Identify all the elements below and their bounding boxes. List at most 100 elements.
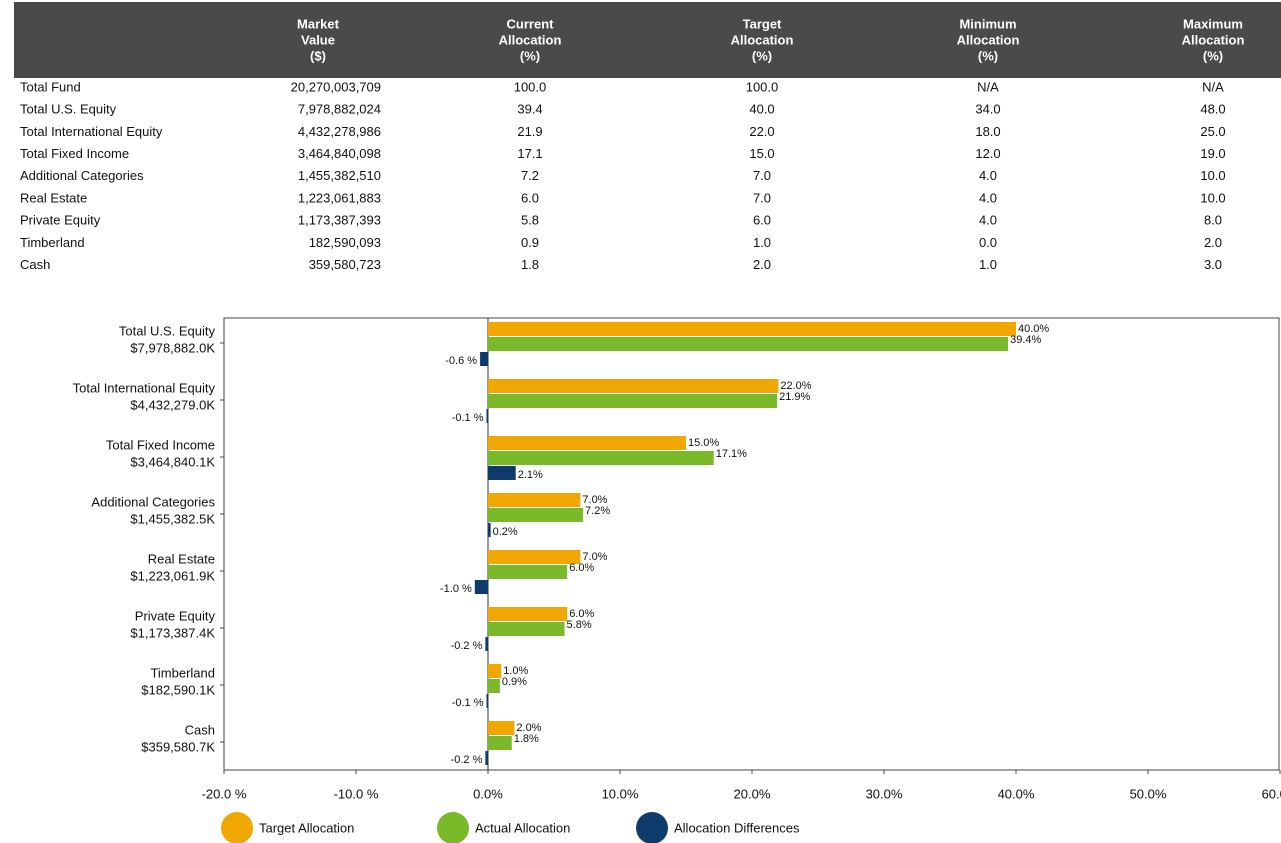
- bar: [488, 394, 778, 408]
- column-header: Allocation: [1182, 32, 1245, 47]
- legend-swatch: [636, 812, 668, 843]
- legend-label: Actual Allocation: [475, 820, 570, 835]
- table-cell: 18.0: [975, 124, 1000, 139]
- value-label: 7.2%: [585, 505, 610, 517]
- column-header: Current: [507, 16, 555, 31]
- table-cell: 1,455,382,510: [298, 168, 381, 183]
- bar: [488, 565, 568, 579]
- x-tick-label: 60.0%: [1262, 786, 1281, 801]
- table-cell: 34.0: [975, 102, 1000, 117]
- x-tick-label: -10.0 %: [334, 786, 379, 801]
- category-label: Real Estate: [148, 551, 215, 566]
- column-header: ($): [310, 48, 326, 63]
- table-cell: 100.0: [746, 79, 779, 94]
- table-cell: 182,590,093: [309, 235, 381, 250]
- table-cell: 1.8: [521, 257, 539, 272]
- value-label: 39.4%: [1010, 334, 1041, 346]
- row-label: Real Estate: [20, 190, 87, 205]
- bar: [488, 607, 568, 621]
- x-tick-label: 50.0%: [1130, 786, 1167, 801]
- row-label: Timberland: [20, 235, 85, 250]
- table-cell: 8.0: [1204, 213, 1222, 228]
- x-tick-label: 30.0%: [866, 786, 903, 801]
- value-label: 7.0%: [582, 551, 607, 563]
- category-label: Additional Categories: [91, 494, 215, 509]
- bar: [474, 580, 488, 594]
- bar: [488, 550, 581, 564]
- row-label: Additional Categories: [20, 168, 144, 183]
- table-cell: 7,978,882,024: [298, 102, 381, 117]
- x-tick-label: 40.0%: [998, 786, 1035, 801]
- table-cell: 21.9: [517, 124, 542, 139]
- column-header: Target: [743, 16, 782, 31]
- bar: [488, 322, 1016, 336]
- value-label: 7.0%: [582, 494, 607, 506]
- value-label: -0.1 %: [452, 697, 484, 709]
- category-label: Total U.S. Equity: [119, 323, 216, 338]
- table-cell: 10.0: [1200, 190, 1225, 205]
- table-cell: 6.0: [521, 190, 539, 205]
- bar: [488, 664, 502, 678]
- table-cell: 7.0: [753, 190, 771, 205]
- category-label: Total Fixed Income: [106, 437, 215, 452]
- bar: [488, 493, 581, 507]
- row-label: Total Fund: [20, 79, 81, 94]
- bar: [488, 379, 779, 393]
- table-cell: 40.0: [749, 102, 774, 117]
- table-cell: 20,270,003,709: [291, 79, 381, 94]
- table-cell: 0.0: [979, 235, 997, 250]
- bar: [488, 508, 584, 522]
- row-label: Total Fixed Income: [20, 146, 129, 161]
- table-cell: 19.0: [1200, 146, 1225, 161]
- table-cell: N/A: [977, 79, 999, 94]
- value-label: -0.2 %: [451, 754, 483, 766]
- table-cell: 10.0: [1200, 168, 1225, 183]
- x-tick-label: 20.0%: [734, 786, 771, 801]
- category-value: $7,978,882.0K: [130, 340, 215, 355]
- table-cell: 1,223,061,883: [298, 190, 381, 205]
- value-label: 2.1%: [518, 469, 543, 481]
- x-tick-label: 10.0%: [602, 786, 639, 801]
- value-label: 0.9%: [502, 676, 527, 688]
- column-header: (%): [520, 48, 540, 63]
- value-label: 5.8%: [567, 619, 592, 631]
- value-label: 6.0%: [569, 562, 594, 574]
- legend-swatch: [221, 812, 253, 843]
- category-value: $4,432,279.0K: [130, 397, 215, 412]
- table-cell: N/A: [1202, 79, 1224, 94]
- table-cell: 17.1: [517, 146, 542, 161]
- value-label: 1.8%: [514, 733, 539, 745]
- table-cell: 3,464,840,098: [298, 146, 381, 161]
- table-cell: 0.9: [521, 235, 539, 250]
- bar: [488, 436, 686, 450]
- column-header: (%): [1203, 48, 1223, 63]
- value-label: 6.0%: [569, 608, 594, 620]
- table-cell: 2.0: [1204, 235, 1222, 250]
- category-label: Cash: [185, 722, 215, 737]
- bar: [488, 523, 491, 537]
- table-cell: 4,432,278,986: [298, 124, 381, 139]
- row-label: Total U.S. Equity: [20, 102, 117, 117]
- category-value: $182,590.1K: [141, 682, 215, 697]
- value-label: -0.6 %: [445, 355, 477, 367]
- row-label: Private Equity: [20, 213, 101, 228]
- value-label: 17.1%: [716, 448, 747, 460]
- column-header: Minimum: [959, 16, 1016, 31]
- category-label: Private Equity: [135, 608, 216, 623]
- row-label: Total International Equity: [20, 124, 163, 139]
- bar: [485, 637, 488, 651]
- bar: [486, 409, 488, 423]
- legend-label: Allocation Differences: [674, 820, 800, 835]
- value-label: 22.0%: [780, 380, 811, 392]
- table-cell: 7.2: [521, 168, 539, 183]
- value-label: 2.0%: [516, 722, 541, 734]
- value-label: -0.2 %: [451, 640, 483, 652]
- bar: [480, 352, 488, 366]
- table-header-band: [14, 2, 1281, 78]
- table-cell: 12.0: [975, 146, 1000, 161]
- table-cell: 4.0: [979, 168, 997, 183]
- table-cell: 1.0: [753, 235, 771, 250]
- table-cell: 48.0: [1200, 102, 1225, 117]
